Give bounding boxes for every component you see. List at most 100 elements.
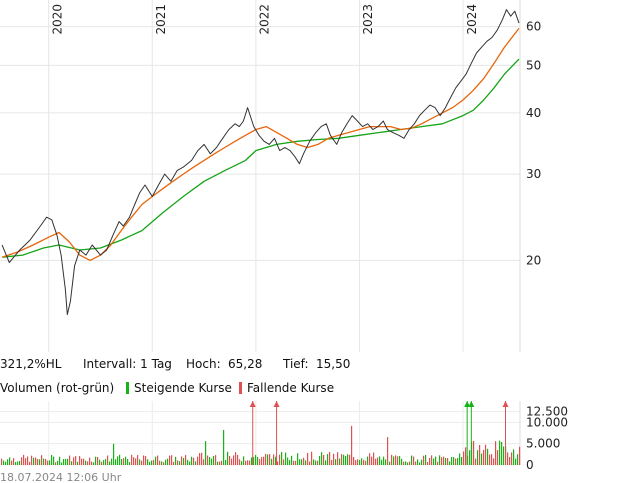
legend-falling-swatch [239,382,242,394]
volume-bar [59,456,61,465]
volume-bar [313,459,315,465]
volume-bars [1,425,521,465]
interval-label: Intervall: 1 Tag [83,357,172,371]
volume-bar [365,460,367,465]
volume-bar [209,457,211,465]
volume-bar [187,459,189,465]
timestamp-footer: 18.07.2024 12:06 Uhr [0,471,122,483]
volume-bar [381,459,383,465]
volume-bar [261,457,263,465]
volume-bar [177,460,179,465]
volume-bar [37,458,39,465]
legend-falling-label: Fallende Kurse [247,381,334,395]
volume-bar [443,456,445,465]
volume-bar [447,458,449,465]
y-tick-label: 60 [526,20,541,34]
volume-bar [23,454,25,465]
volume-bar [167,458,169,465]
volume-bar [431,455,433,465]
volume-bar [469,450,471,465]
volume-bar [479,444,481,465]
volume-bar [295,460,297,465]
volume-bar [401,458,403,465]
x-axis-year-labels: 2020 2021 2022 2023 2024 [50,4,478,35]
volume-bar [9,457,11,465]
volume-bar [323,455,325,465]
volume-bar [363,459,365,465]
volume-bar [175,456,177,465]
volume-bar [73,457,75,465]
legend-rising-label: Steigende Kurse [134,381,232,395]
volume-bar [389,461,391,465]
volume-bar [271,458,273,465]
volume-bar [137,455,139,465]
volume-bar [477,450,479,465]
volume-bar [269,454,271,465]
volume-bar [285,452,287,465]
volume-bar [219,461,221,465]
volume-bar [173,461,175,465]
volume-bar [103,460,105,465]
volume-bar [497,450,499,465]
volume-bar [97,456,99,465]
volume-bar [375,458,377,465]
volume-bar [325,460,327,465]
volume-bar [457,458,459,465]
volume-bar [489,454,491,465]
volume-bar [299,459,301,465]
volume-bar [421,459,423,465]
volume-bar [119,454,121,465]
volume-bar [111,458,113,465]
volume-y-tick-label: 10.000 [526,415,568,429]
volume-bar [267,454,269,465]
volume-bar [491,454,493,465]
change-percent: 321,2%HL [0,357,62,371]
volume-bar [481,453,483,465]
volume-bar [515,458,517,465]
volume-bar [181,456,183,465]
volume-bar [53,456,55,465]
volume-bar [183,457,185,465]
volume-bar [291,455,293,465]
volume-bar [445,457,447,465]
volume-bar [301,459,303,465]
x-tick-label: 2022 [258,4,272,35]
price-grid [0,0,521,352]
x-tick-label: 2021 [154,4,168,35]
volume-bar [393,456,395,465]
volume-bar [79,456,81,465]
volume-bar [339,458,341,465]
volume-bar [373,452,375,465]
volume-bar [349,454,351,465]
high-label: Hoch: [186,357,221,371]
volume-bar [279,454,281,465]
volume-bar [353,456,355,465]
volume-bar [159,460,161,465]
volume-bar [499,440,501,465]
volume-bar [383,456,385,465]
volume-bar [13,458,15,465]
x-tick-label: 2023 [361,4,375,35]
volume-bar [189,461,191,465]
volume-bar [495,441,497,465]
volume-grid [0,401,521,466]
volume-bar [463,451,465,465]
volume-bar [69,455,71,465]
volume-bar [65,458,67,465]
volume-bar [205,441,207,465]
volume-bar [305,460,307,465]
volume-bar [141,460,143,465]
volume-y-tick-label: 12.500 [526,405,568,419]
volume-bar [361,458,363,465]
volume-bar [483,449,485,465]
volume-bar [429,457,431,465]
volume-bar [143,455,145,465]
volume-bar [343,454,345,465]
volume-bar [1,458,3,465]
volume-legend: Volumen (rot-grün) Steigende Kurse Falle… [0,381,334,395]
volume-bar [487,448,489,465]
volume-bar [115,459,117,465]
volume-bar [319,456,321,465]
volume-title: Volumen (rot-grün) [0,381,114,395]
